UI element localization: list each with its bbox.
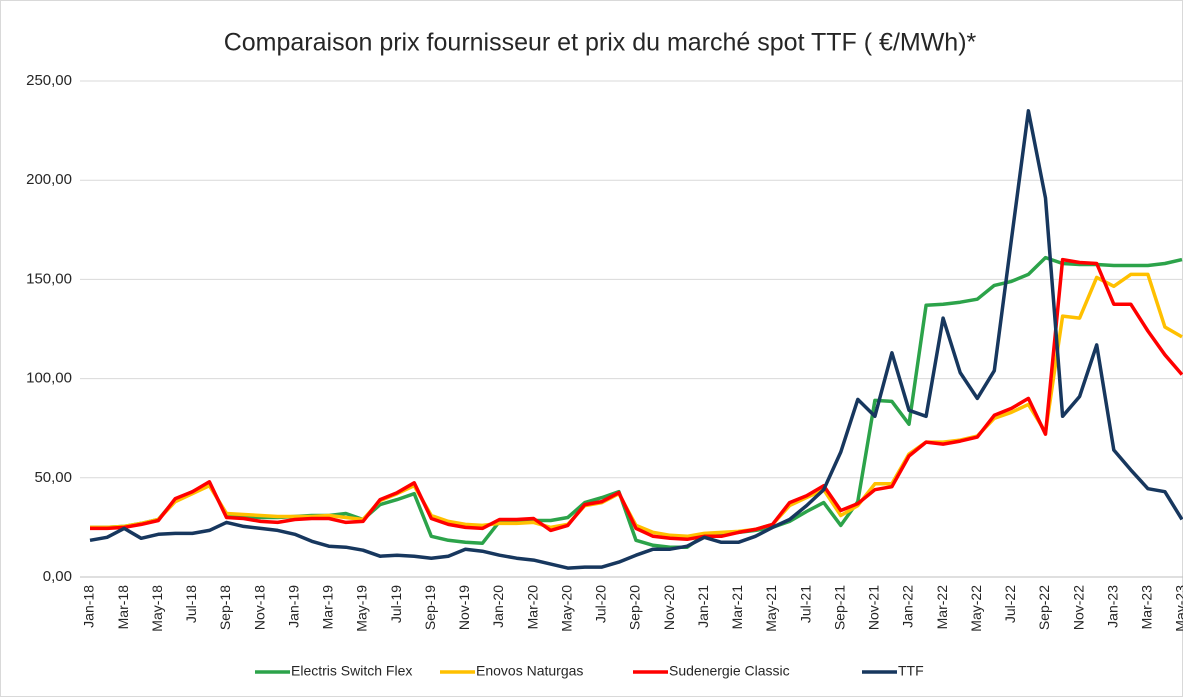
x-tick-label: Sep-19 [422, 585, 438, 630]
x-tick-label: Sep-21 [831, 585, 847, 630]
x-tick-label: Jul-19 [388, 585, 404, 623]
series-line [89, 109, 1183, 570]
x-tick-label: Nov-22 [1070, 585, 1086, 630]
x-tick-label: May-18 [149, 585, 165, 632]
y-tick-label: 150,00 [26, 270, 72, 287]
x-tick-label: Mar-19 [320, 585, 336, 630]
x-tick-label: May-23 [1173, 585, 1183, 632]
x-tick-label: Jan-22 [900, 585, 916, 628]
x-tick-label: Sep-20 [627, 585, 643, 630]
x-tick-label: May-20 [558, 585, 574, 632]
x-tick-label: Mar-21 [729, 585, 745, 630]
x-tick-label: Jul-21 [797, 585, 813, 623]
x-tick-label: Mar-22 [934, 585, 950, 630]
x-tick-label: May-22 [968, 585, 984, 632]
legend-label: Sudenergie Classic [669, 663, 790, 679]
x-tick-label: Mar-23 [1139, 585, 1155, 630]
x-tick-label: May-21 [763, 585, 779, 632]
chart-title: Comparaison prix fournisseur et prix du … [224, 29, 977, 57]
legend-label: Enovos Naturgas [476, 663, 583, 679]
x-tick-label: Jul-20 [593, 585, 609, 623]
x-tick-label: Sep-18 [217, 585, 233, 630]
x-tick-label: Mar-20 [524, 585, 540, 630]
x-tick-label: Nov-20 [661, 585, 677, 630]
legend-label: TTF [898, 663, 924, 679]
x-tick-label: Jan-20 [490, 585, 506, 628]
x-tick-label: Jul-18 [183, 585, 199, 623]
y-tick-label: 250,00 [26, 72, 72, 89]
x-tick-label: Nov-21 [866, 585, 882, 630]
x-tick-label: Jan-19 [285, 585, 301, 628]
legend-label: Electris Switch Flex [291, 663, 412, 679]
x-tick-label: May-19 [354, 585, 370, 632]
y-tick-label: 200,00 [26, 171, 72, 188]
x-tick-label: Sep-22 [1036, 585, 1052, 630]
x-tick-label: Jul-22 [1002, 585, 1018, 623]
x-tick-label: Jan-23 [1104, 585, 1120, 628]
x-tick-label: Jan-18 [81, 585, 97, 628]
x-tick-label: Nov-19 [456, 585, 472, 630]
x-tick-label: Mar-18 [115, 585, 131, 630]
series-line [90, 257, 1183, 542]
y-tick-label: 50,00 [34, 469, 72, 486]
y-tick-label: 100,00 [26, 370, 72, 387]
x-tick-label: Nov-18 [251, 585, 267, 630]
y-tick-label: 0,00 [43, 568, 72, 585]
x-tick-label: Jan-21 [695, 585, 711, 628]
